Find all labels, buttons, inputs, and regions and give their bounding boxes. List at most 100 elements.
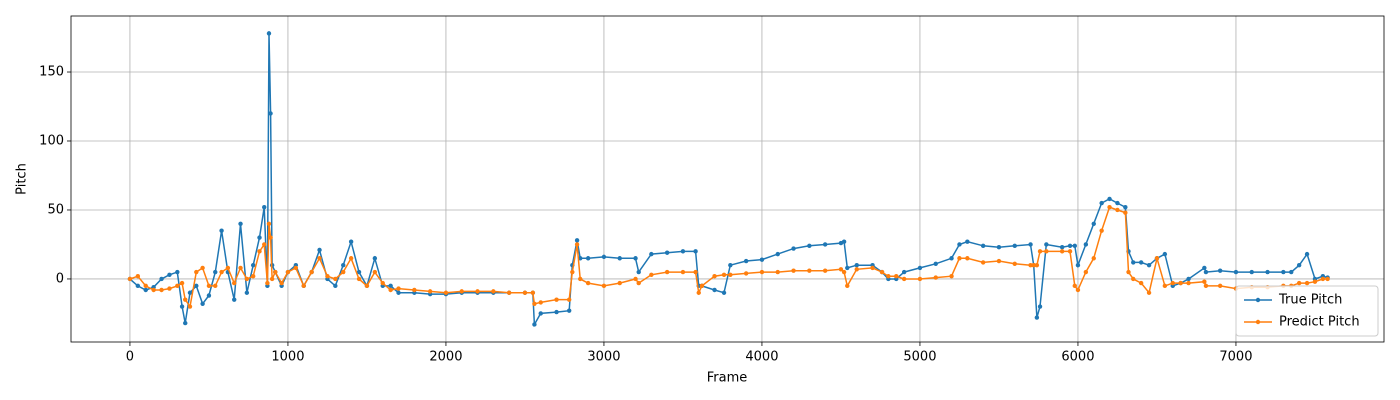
point [459, 289, 464, 294]
point [219, 228, 224, 233]
plot-frame [70, 15, 1385, 343]
point [1059, 245, 1065, 250]
point [1146, 290, 1152, 295]
point [1233, 269, 1239, 275]
point [250, 262, 256, 268]
point [1083, 242, 1089, 247]
y-axis-label: Pitch [15, 163, 30, 195]
point [1281, 269, 1286, 275]
point [870, 265, 875, 271]
point [554, 297, 559, 302]
point [1059, 249, 1065, 254]
point [636, 280, 641, 286]
y-tick-label: 100 [39, 133, 64, 148]
point [380, 280, 385, 286]
point [775, 251, 780, 257]
point [554, 309, 559, 315]
point [1131, 276, 1136, 282]
point [965, 239, 970, 244]
point [1170, 280, 1175, 286]
point [356, 269, 362, 275]
point [341, 262, 346, 268]
point [743, 271, 749, 276]
point [664, 269, 670, 275]
point [538, 300, 543, 305]
point [807, 268, 812, 273]
point [1296, 280, 1302, 286]
point [617, 280, 622, 286]
point [949, 273, 954, 279]
point [1126, 269, 1131, 275]
point [396, 286, 401, 291]
point [1202, 279, 1207, 284]
point [317, 256, 322, 261]
x-tick-label: 5000 [903, 350, 936, 365]
point [266, 221, 272, 226]
point [1067, 249, 1073, 254]
point [1012, 261, 1017, 266]
point [879, 269, 885, 275]
point [1325, 276, 1330, 282]
point [200, 265, 205, 271]
point [213, 283, 218, 289]
point [269, 276, 275, 282]
point [570, 269, 575, 275]
point [901, 269, 907, 275]
legend-box [1235, 285, 1379, 337]
point [1067, 243, 1073, 249]
point [759, 269, 765, 275]
legend-marker [1255, 297, 1261, 303]
point [664, 250, 670, 255]
point [250, 273, 256, 279]
point [1037, 249, 1043, 254]
point [1304, 280, 1310, 286]
point [244, 276, 250, 282]
point [822, 268, 828, 273]
point [791, 246, 796, 251]
point [1107, 196, 1112, 202]
point [917, 265, 923, 271]
point [443, 290, 449, 295]
point [194, 269, 199, 275]
point [364, 283, 370, 289]
point [957, 242, 962, 247]
point [886, 273, 891, 279]
point [538, 311, 543, 316]
point [530, 290, 536, 295]
point [636, 269, 641, 275]
point [566, 308, 572, 313]
point [232, 297, 237, 302]
point [933, 261, 938, 266]
point [1072, 283, 1077, 289]
point [183, 320, 188, 326]
legend-marker [1255, 319, 1261, 325]
point [1249, 269, 1254, 275]
point [649, 272, 654, 278]
point [712, 287, 717, 293]
point [412, 287, 417, 293]
point [1091, 256, 1096, 261]
point [348, 239, 354, 244]
point [996, 245, 1002, 250]
y-tick-label: 0 [56, 271, 64, 286]
point [135, 273, 141, 279]
point [219, 269, 224, 275]
point [791, 268, 796, 273]
point [894, 273, 899, 279]
point [285, 269, 291, 275]
point [1037, 304, 1043, 309]
point [135, 283, 141, 289]
x-tick-label: 7000 [1219, 350, 1252, 365]
point [680, 249, 686, 254]
point [585, 280, 591, 286]
x-tick-label: 6000 [1061, 350, 1094, 365]
point [1034, 315, 1040, 320]
point [1304, 251, 1310, 257]
point [1186, 276, 1191, 282]
point [293, 265, 299, 271]
point [933, 275, 938, 280]
x-axis-label: Frame [707, 371, 748, 386]
point [1123, 210, 1128, 215]
point [845, 265, 850, 271]
